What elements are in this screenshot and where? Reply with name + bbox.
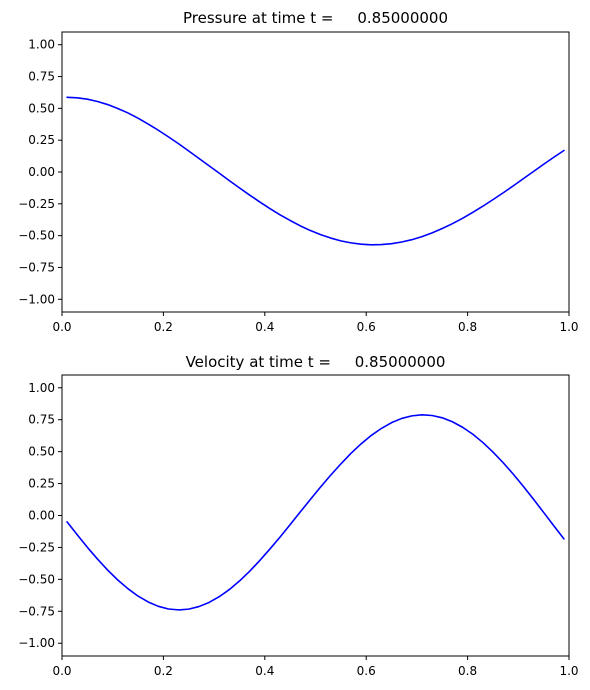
- pressure-ytick-label: 0.75: [28, 70, 55, 84]
- velocity-ytick-label: −0.25: [18, 540, 55, 554]
- velocity-chart: Velocity at time t = 0.85000000 −1.00 −0.…: [18, 353, 578, 678]
- velocity-ytick-label: −0.75: [18, 604, 55, 618]
- velocity-series-line: [66, 414, 565, 611]
- pressure-series-line: [66, 96, 565, 246]
- velocity-ytick-label: 1.00: [28, 381, 55, 395]
- pressure-xtick-label: 0.4: [255, 320, 274, 334]
- velocity-ytick-label: 0.50: [28, 445, 55, 459]
- pressure-plot-area: [66, 96, 565, 246]
- pressure-ytick-label: −0.75: [18, 260, 55, 274]
- pressure-ytick-label: 0.25: [28, 133, 55, 147]
- velocity-xtick-label: 0.2: [154, 664, 173, 678]
- velocity-chart-title: Velocity at time t = 0.85000000: [186, 353, 446, 371]
- velocity-x-axis: 0.0 0.2 0.4 0.6 0.8 1.0: [52, 656, 579, 678]
- pressure-chart-title: Pressure at time t = 0.85000000: [183, 9, 448, 27]
- pressure-xtick-label: 0.8: [458, 320, 477, 334]
- pressure-xtick-label: 0.2: [154, 320, 173, 334]
- velocity-ytick-label: 0.75: [28, 413, 55, 427]
- pressure-x-axis: 0.0 0.2 0.4 0.6 0.8 1.0: [52, 312, 579, 334]
- velocity-xtick-label: 0.0: [52, 664, 71, 678]
- pressure-xtick-label: 1.0: [559, 320, 578, 334]
- velocity-plot-area: [66, 414, 565, 611]
- velocity-ytick-label: 0.25: [28, 477, 55, 491]
- velocity-ytick-label: 0.00: [28, 509, 55, 523]
- pressure-ytick-label: 0.50: [28, 101, 55, 115]
- velocity-y-axis: −1.00 −0.75 −0.50 −0.25 0.00 0.25 0.50 0.75 1.00: [18, 381, 62, 650]
- pressure-xtick-label: 0.6: [357, 320, 376, 334]
- pressure-y-axis: −1.00 −0.75 −0.50 −0.25 0.00 0.25 0.50 0.75 1.00: [18, 38, 62, 306]
- pressure-ytick-label: 1.00: [28, 38, 55, 52]
- pressure-axes-frame: [61, 31, 570, 313]
- velocity-xtick-label: 1.0: [559, 664, 578, 678]
- pressure-ytick-label: −0.50: [18, 229, 55, 243]
- velocity-ytick-label: −0.50: [18, 572, 55, 586]
- pressure-ytick-label: 0.00: [28, 165, 55, 179]
- velocity-xtick-label: 0.4: [255, 664, 274, 678]
- velocity-ytick-label: −1.00: [18, 636, 55, 650]
- velocity-xtick-label: 0.6: [357, 664, 376, 678]
- pressure-ytick-label: −0.25: [18, 197, 55, 211]
- velocity-xtick-label: 0.8: [458, 664, 477, 678]
- pressure-ytick-label: −1.00: [18, 292, 55, 306]
- pressure-xtick-label: 0.0: [52, 320, 71, 334]
- velocity-axes-frame: [61, 374, 570, 657]
- pressure-chart: Pressure at time t = 0.85000000 −1.00 −0.…: [18, 9, 578, 334]
